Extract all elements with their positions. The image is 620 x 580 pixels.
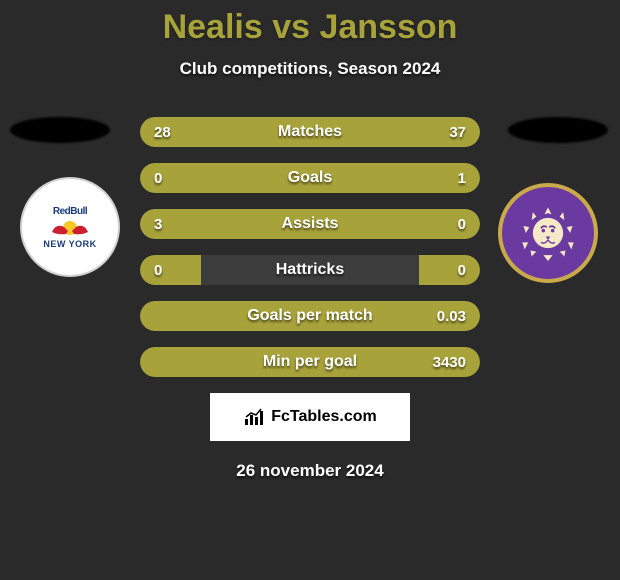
- bar-value-right: 37: [449, 124, 466, 141]
- subtitle: Club competitions, Season 2024: [180, 59, 441, 79]
- bar-value-right: 1: [458, 170, 466, 187]
- footer-text: FcTables.com: [271, 408, 377, 426]
- bar-value-right: 0: [458, 262, 466, 279]
- shadow-right: [508, 117, 608, 143]
- redbull-bulls-icon: [48, 219, 92, 237]
- bar-label: Goals per match: [140, 307, 480, 325]
- stat-bar: 3Assists0: [140, 209, 480, 239]
- stat-bar: 28Matches37: [140, 117, 480, 147]
- stat-bar: Goals per match0.03: [140, 301, 480, 331]
- bar-value-right: 3430: [433, 354, 466, 371]
- bar-label: Assists: [140, 215, 480, 233]
- bar-value-right: 0.03: [437, 308, 466, 325]
- lion-icon: [513, 198, 583, 268]
- stat-bar: Min per goal3430: [140, 347, 480, 377]
- page-title: Nealis vs Jansson: [163, 8, 458, 47]
- stat-bars: 28Matches370Goals13Assists00Hattricks0Go…: [140, 117, 480, 377]
- shadow-left: [10, 117, 110, 143]
- team-left-logo-top-text: RedBull: [53, 206, 87, 217]
- date-text: 26 november 2024: [236, 461, 383, 481]
- chart-icon: [243, 407, 265, 427]
- team-right-logo: [498, 183, 598, 283]
- stats-area: RedBull NEW YORK: [0, 117, 620, 377]
- footer-attribution: FcTables.com: [210, 393, 410, 441]
- team-left-logo: RedBull NEW YORK: [20, 177, 120, 277]
- bar-label: Goals: [140, 169, 480, 187]
- bar-label: Matches: [140, 123, 480, 141]
- bar-label: Hattricks: [140, 261, 480, 279]
- team-left-logo-bottom-text: NEW YORK: [43, 239, 96, 249]
- bar-label: Min per goal: [140, 353, 480, 371]
- bar-value-right: 0: [458, 216, 466, 233]
- stat-bar: 0Hattricks0: [140, 255, 480, 285]
- stat-bar: 0Goals1: [140, 163, 480, 193]
